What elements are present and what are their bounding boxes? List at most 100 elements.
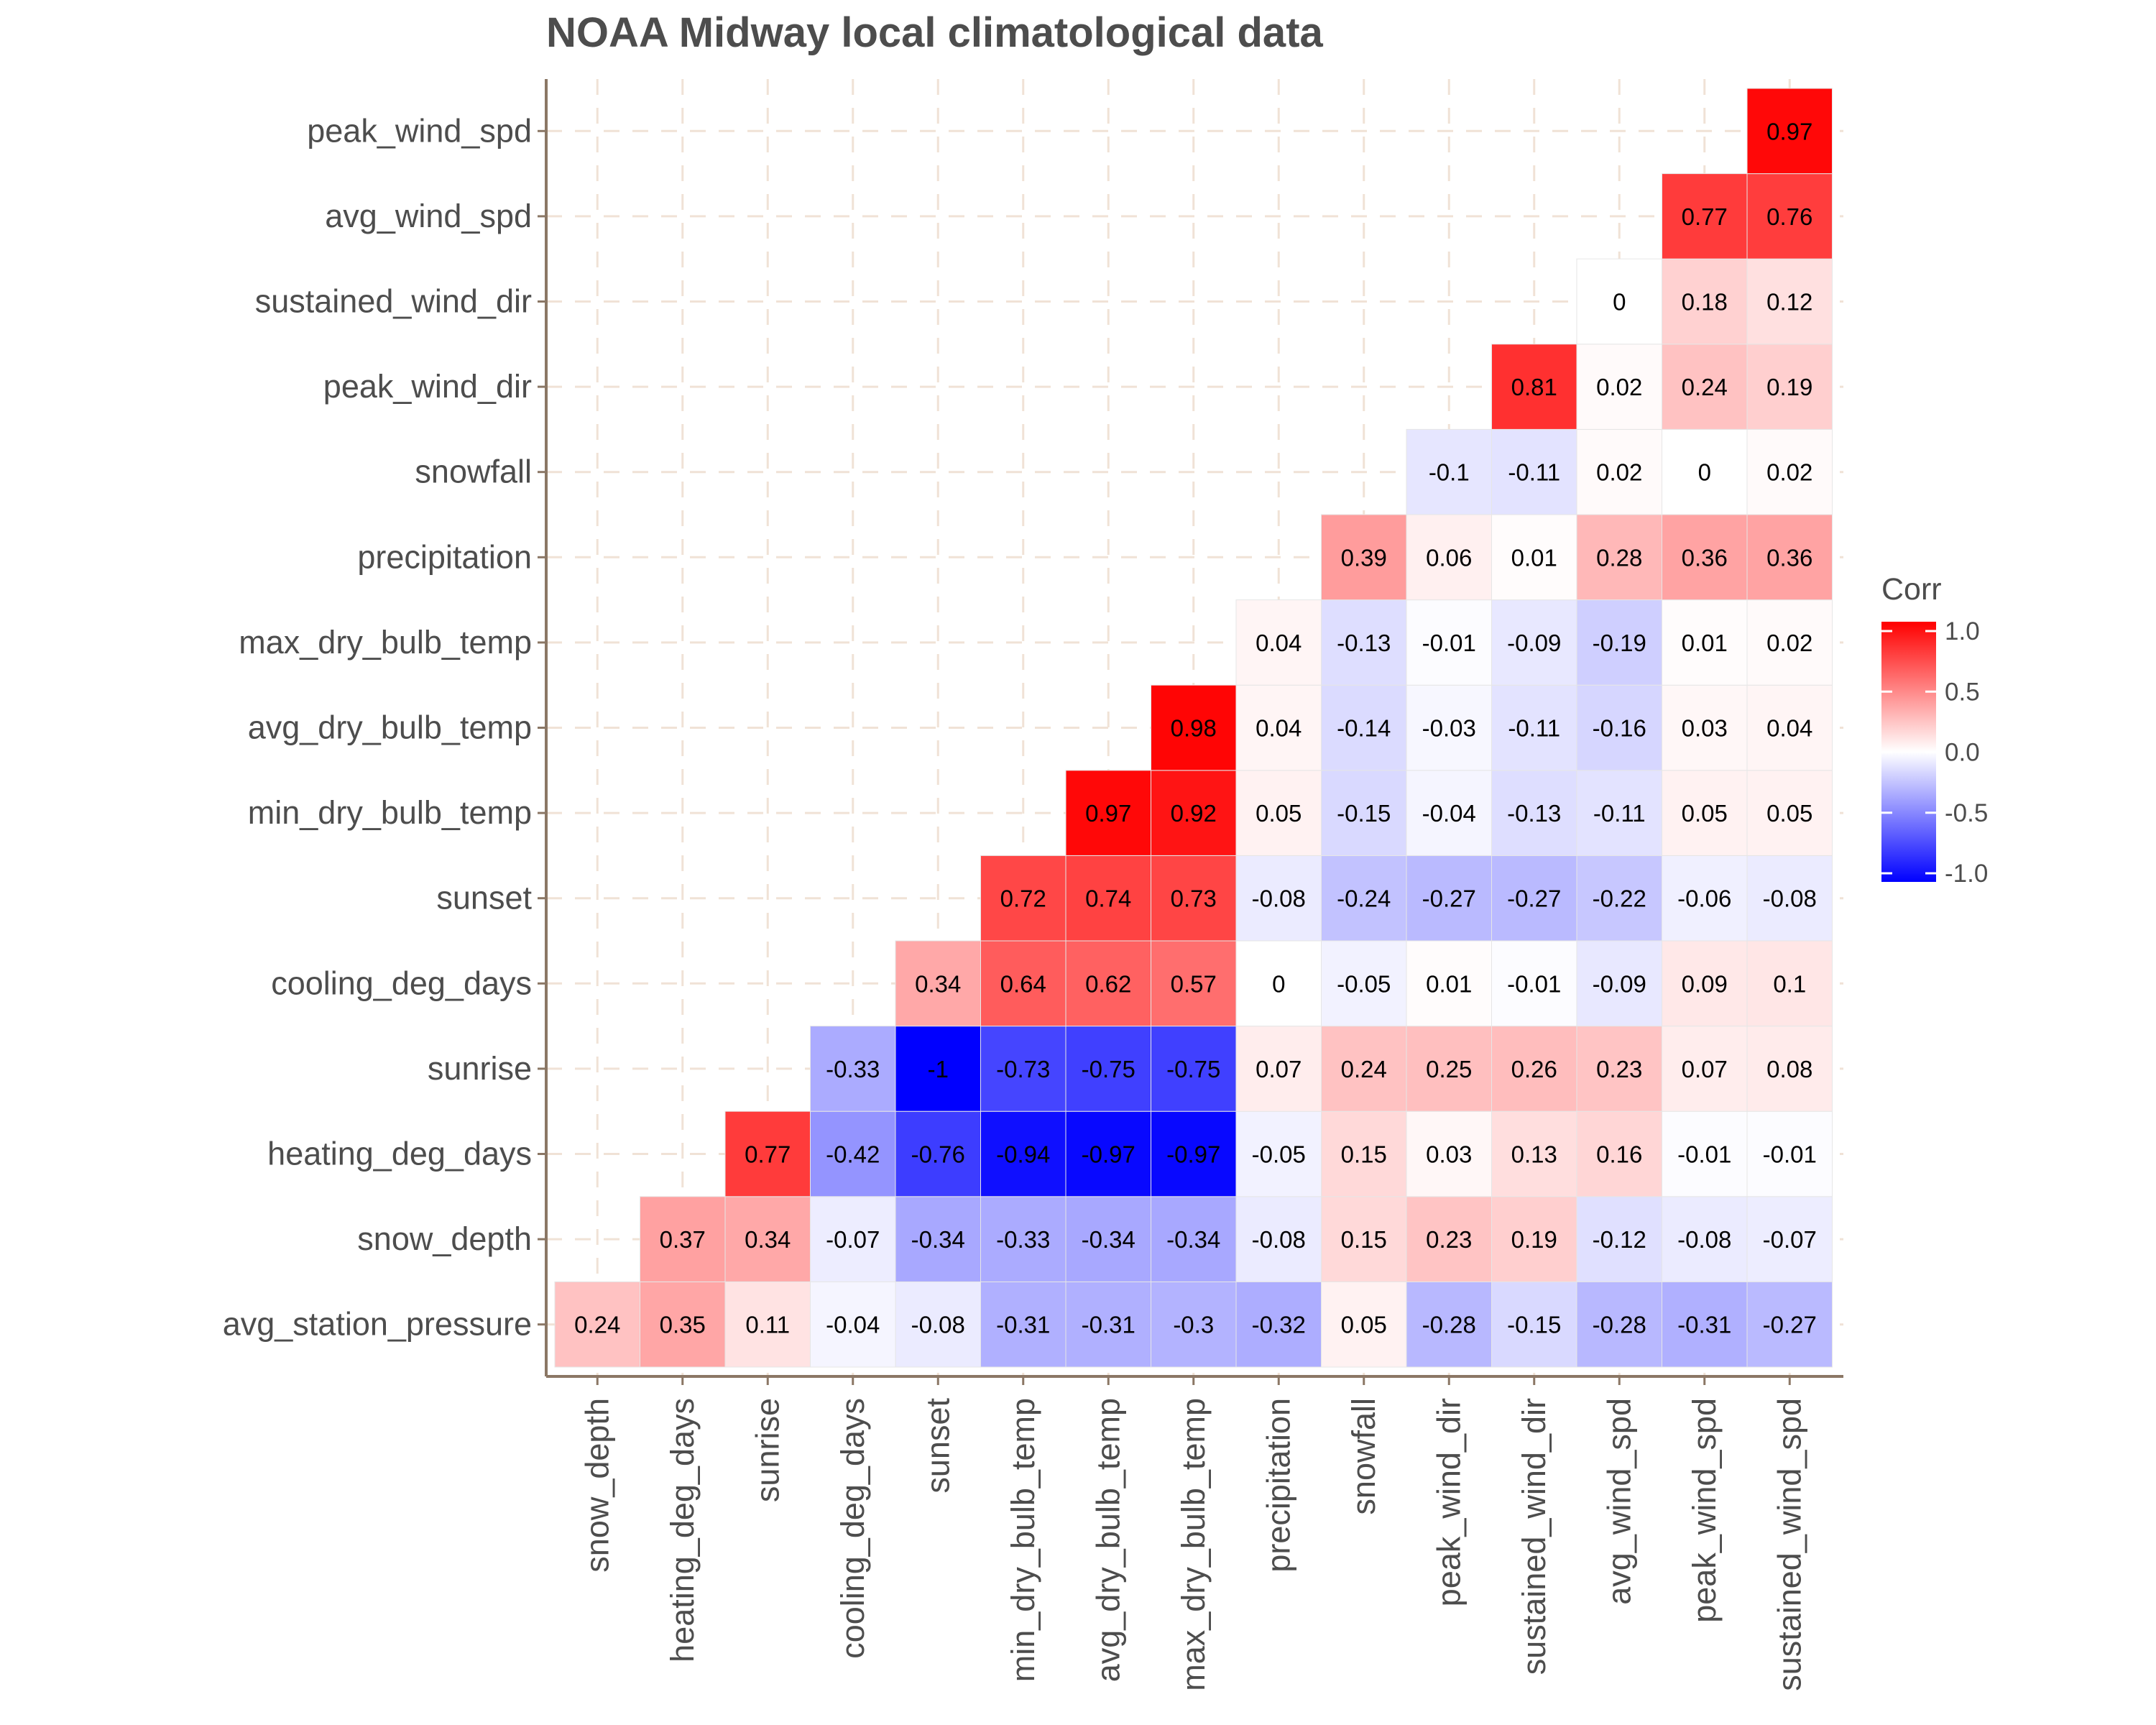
heatmap-tile: [1151, 1281, 1237, 1368]
heatmap-tile: [1576, 344, 1662, 430]
cell-value-label: 0.39: [1341, 544, 1387, 571]
cell-value-label: -0.94: [996, 1141, 1050, 1168]
cell-value-label: -0.13: [1337, 630, 1391, 656]
cell-value-label: -0.04: [826, 1312, 880, 1338]
heatmap-tile: [1662, 940, 1748, 1027]
heatmap-tile: [980, 855, 1067, 942]
cell-value-label: 0.03: [1426, 1141, 1472, 1168]
cell-value-label: 0.05: [1256, 800, 1302, 827]
cell-value-label: 0.74: [1085, 886, 1131, 912]
cell-value-label: 0.02: [1766, 630, 1812, 656]
cell-value-label: 0.02: [1596, 374, 1642, 400]
cell-value-label: 0.36: [1766, 544, 1812, 571]
heatmap-tile: [980, 940, 1067, 1027]
cell-value-label: 0.19: [1766, 374, 1812, 400]
cell-value-label: -0.27: [1507, 886, 1561, 912]
cell-value-label: 0.11: [745, 1312, 790, 1338]
cell-value-label: 0.01: [1426, 970, 1472, 997]
heatmap-tile: [1321, 1110, 1407, 1197]
heatmap-tile: [1065, 770, 1151, 856]
cell-value-label: -0.14: [1337, 715, 1391, 742]
cell-value-label: 0.36: [1682, 544, 1728, 571]
heatmap-tile: [1235, 1281, 1322, 1368]
x-axis-tick-label: max_dry_bulb_temp: [1175, 1398, 1212, 1691]
y-axis-tick-label: avg_station_pressure: [223, 1306, 532, 1343]
cell-value-label: -0.08: [1252, 886, 1306, 912]
heatmap-tile: [1746, 684, 1833, 771]
heatmap-tile: [1746, 514, 1833, 601]
cell-value-label: 0.81: [1511, 374, 1557, 400]
cell-value-label: -0.32: [1252, 1312, 1306, 1338]
heatmap-tile: [1746, 173, 1833, 259]
heatmap-tile: [980, 1196, 1067, 1282]
cell-value-label: -0.01: [1422, 630, 1476, 656]
heatmap-tile: [1662, 1026, 1748, 1112]
cell-value-label: 0.24: [1341, 1056, 1387, 1082]
cell-value-label: 0: [1613, 289, 1626, 316]
heatmap-tiles: [554, 88, 1833, 1368]
cell-value-label: 0.37: [660, 1226, 706, 1253]
heatmap-tile: [1662, 344, 1748, 430]
heatmap-tile: [1321, 855, 1407, 942]
cell-value-label: 0.77: [1682, 203, 1728, 230]
heatmap-tile: [1576, 684, 1662, 771]
heatmap-tile: [1746, 1196, 1833, 1282]
cell-value-label: 0.1: [1773, 970, 1806, 997]
cell-value-label: 0.15: [1341, 1226, 1387, 1253]
heatmap-tile: [1746, 428, 1833, 515]
heatmap-tile: [1321, 1026, 1407, 1112]
cell-value-label: 0.97: [1085, 800, 1131, 827]
legend-tick-label: 1.0: [1945, 617, 1980, 645]
heatmap-tile: [1406, 514, 1492, 601]
cell-value-label: -1: [928, 1056, 949, 1082]
heatmap-tile: [1576, 940, 1662, 1027]
cell-value-label: -0.76: [911, 1141, 965, 1168]
legend-tick-label: -0.5: [1945, 799, 1988, 827]
cell-value-label: 0.08: [1766, 1056, 1812, 1082]
cell-value-label: -0.05: [1337, 970, 1391, 997]
legend-title: Corr: [1881, 572, 1942, 607]
heatmap-tile: [1406, 1196, 1492, 1282]
heatmap-tile: [724, 1281, 811, 1368]
cell-value-label: -0.34: [911, 1226, 965, 1253]
cell-value-label: 0.72: [1000, 886, 1046, 912]
cell-value-label: -0.12: [1593, 1226, 1646, 1253]
cell-value-label: -0.08: [1763, 886, 1817, 912]
y-axis-tick-label: min_dry_bulb_temp: [248, 794, 532, 831]
cell-value-label: -0.34: [1082, 1226, 1135, 1253]
y-axis-tick-label: peak_wind_spd: [307, 112, 532, 149]
heatmap-tile: [1662, 770, 1748, 856]
heatmap-tile: [1151, 855, 1237, 942]
heatmap-tile: [1576, 1110, 1662, 1197]
cell-value-label: -0.07: [826, 1226, 880, 1253]
cell-value-label: 0.34: [745, 1226, 791, 1253]
cell-value-label: -0.24: [1337, 886, 1391, 912]
cell-value-label: 0.19: [1511, 1226, 1557, 1253]
heatmap-tile: [1321, 514, 1407, 601]
heatmap-tile: [1065, 1281, 1151, 1368]
heatmap-tile: [1151, 1196, 1237, 1282]
x-axis-tick-label: cooling_deg_days: [834, 1398, 871, 1659]
cell-value-label: 0.92: [1171, 800, 1217, 827]
x-axis-tick-label: avg_wind_spd: [1600, 1398, 1637, 1605]
heatmap-tile: [1746, 940, 1833, 1027]
cell-value-label: -0.73: [996, 1056, 1050, 1082]
cell-value-label: -0.97: [1082, 1141, 1135, 1168]
cell-value-label: -0.75: [1166, 1056, 1220, 1082]
cell-value-label: 0.25: [1426, 1056, 1472, 1082]
heatmap-tile: [1406, 599, 1492, 686]
heatmap-tile: [1491, 940, 1577, 1027]
heatmap-tile: [1662, 258, 1748, 345]
heatmap-tile: [1491, 770, 1577, 856]
cell-value-label: -0.34: [1166, 1226, 1220, 1253]
legend-tick-label: 0.0: [1945, 739, 1980, 767]
cell-value-label: 0.73: [1171, 886, 1217, 912]
cell-value-label: 0.24: [574, 1312, 620, 1338]
cell-value-label: 0.12: [1766, 289, 1812, 316]
y-axis-tick-label: snowfall: [415, 454, 532, 490]
heatmap-tile: [1235, 855, 1322, 942]
heatmap-tile: [1746, 258, 1833, 345]
cell-value-label: -0.11: [1508, 459, 1560, 486]
y-axis-tick-label: heating_deg_days: [267, 1136, 532, 1172]
heatmap-tile: [1576, 258, 1662, 345]
